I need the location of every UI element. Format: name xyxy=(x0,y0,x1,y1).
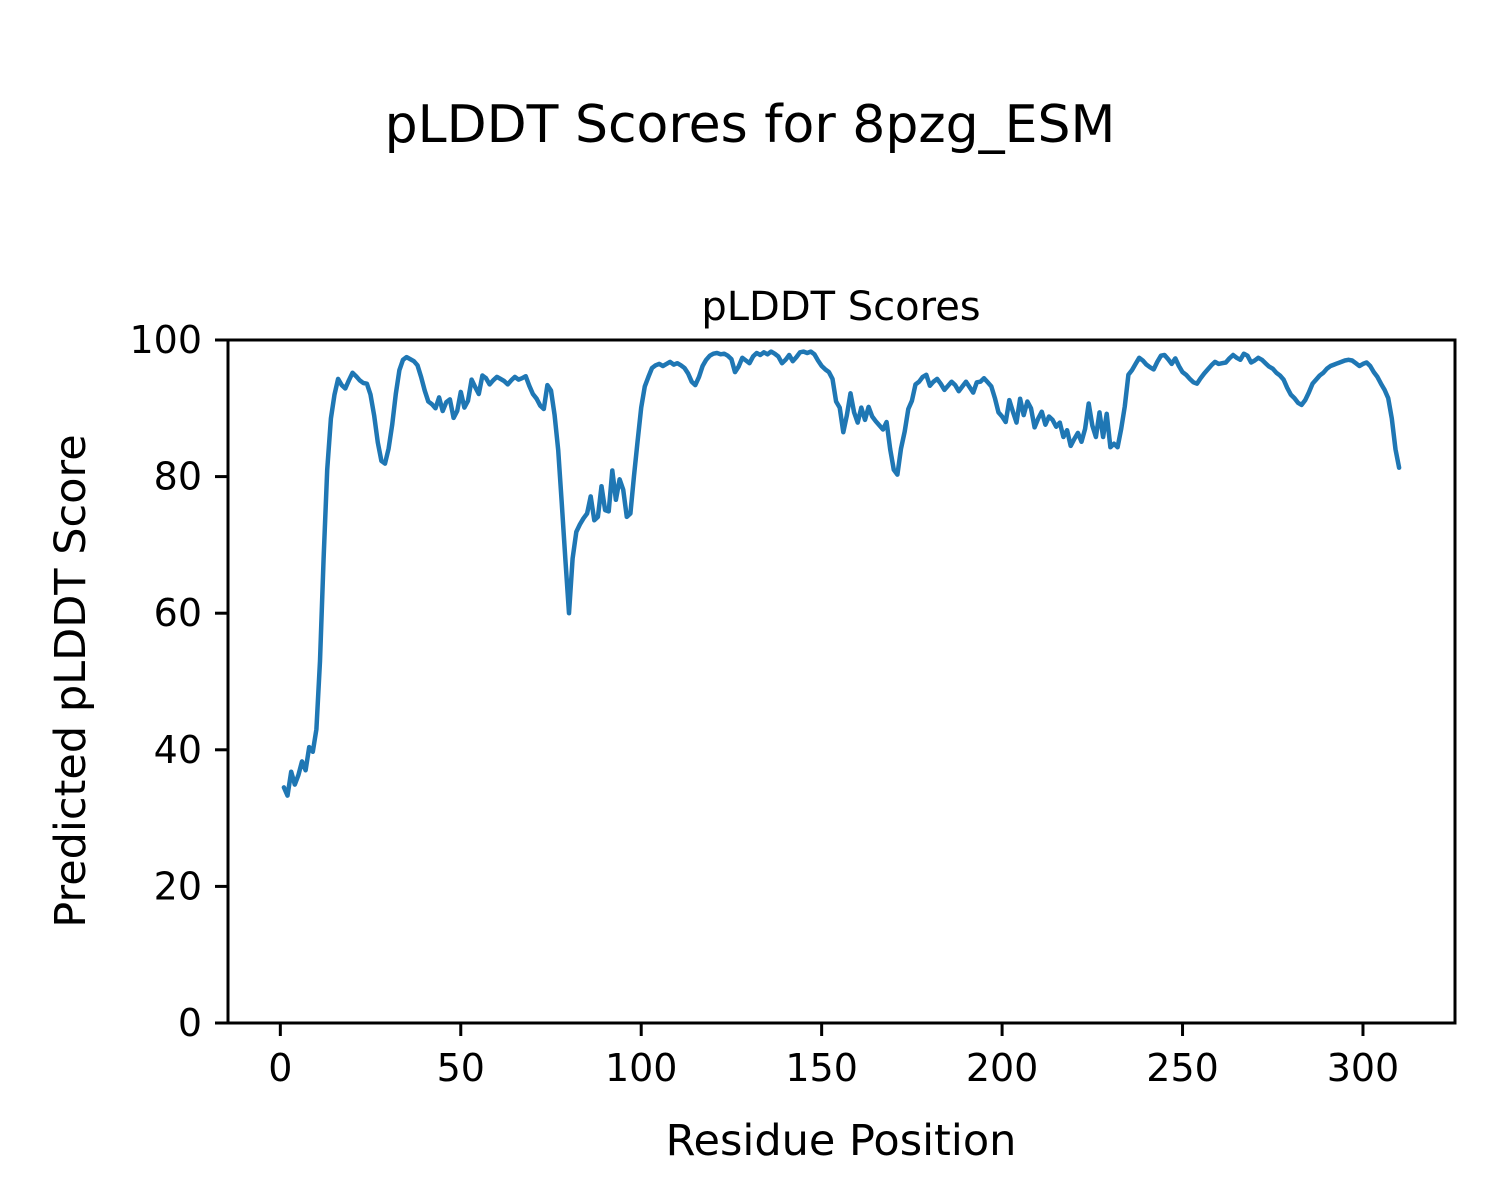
x-tick-label: 300 xyxy=(1327,1046,1400,1090)
y-tick-label: 80 xyxy=(154,455,202,499)
y-axis-label: Predicted pLDDT Score xyxy=(46,434,96,927)
x-axis-ticks: 0 50 100 150 200 250 300 xyxy=(268,1023,1399,1090)
figure-title: pLDDT Scores for 8pzg_ESM xyxy=(385,95,1116,155)
x-tick-label: 100 xyxy=(605,1046,678,1090)
y-tick-label: 20 xyxy=(154,864,202,908)
y-tick-label: 60 xyxy=(154,591,202,635)
x-tick-label: 50 xyxy=(437,1046,485,1090)
pLDDT-series-line xyxy=(281,349,1402,798)
x-tick-label: 0 xyxy=(268,1046,292,1090)
y-tick-label: 40 xyxy=(154,728,202,772)
x-tick-label: 150 xyxy=(785,1046,858,1090)
axes-frame xyxy=(226,338,1457,1025)
x-tick-label: 200 xyxy=(966,1046,1039,1090)
y-axis-ticks: 0 20 40 60 80 100 xyxy=(129,318,228,1045)
y-tick-label: 0 xyxy=(178,1001,202,1045)
axes-title: pLDDT Scores xyxy=(701,284,980,330)
x-axis-label: Residue Position xyxy=(666,1116,1017,1166)
x-tick-label: 250 xyxy=(1146,1046,1219,1090)
y-tick-label: 100 xyxy=(129,318,202,362)
